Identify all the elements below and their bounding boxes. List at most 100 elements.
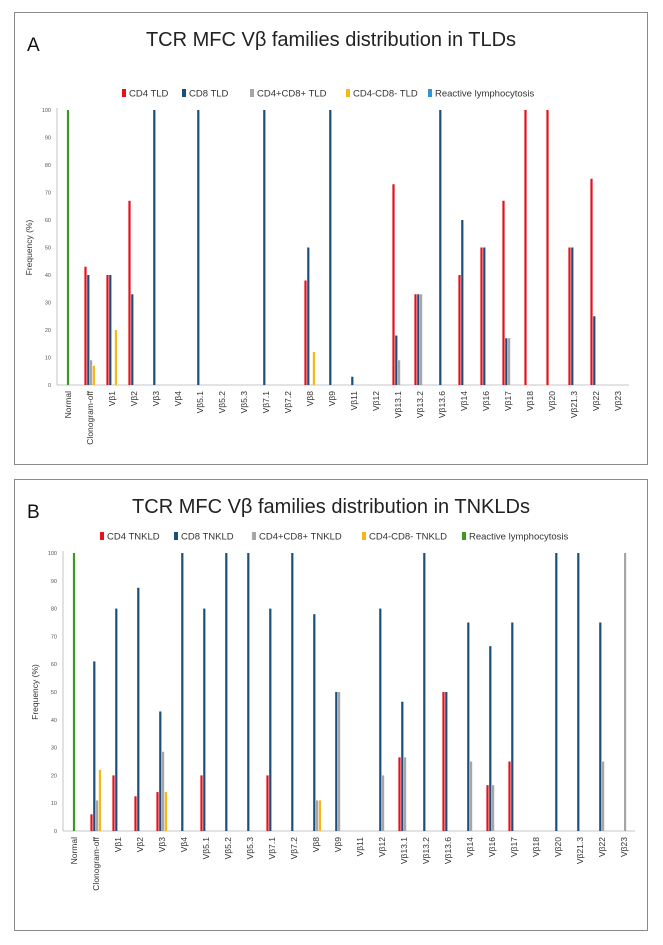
legend-label: CD8 TLD (189, 89, 229, 100)
x-tick-label: Vβ7.2 (283, 391, 293, 414)
legend-swatch (122, 89, 126, 97)
chart-tnkld: CD4 TNKLD CD8 TNKLD CD4+CD8+ TNKLD CD4-CD8-… (30, 532, 635, 891)
legend-swatch (182, 89, 186, 97)
legend-swatch (252, 532, 256, 540)
legend-label: Reactive lymphocytosis (435, 89, 535, 100)
x-tick-label: Vβ7.1 (261, 391, 271, 414)
bar (109, 275, 112, 385)
x-tick-label: Vβ18 (531, 837, 541, 857)
y-tick-label: 70 (45, 191, 51, 197)
legend-swatch (362, 532, 366, 540)
bar (483, 247, 486, 385)
bar (312, 352, 315, 385)
bar (395, 335, 398, 385)
x-tick-label: Vβ20 (553, 837, 563, 857)
bar (505, 338, 508, 385)
y-axis-label: Frequency (%) (30, 664, 40, 720)
y-tick-label: 10 (45, 356, 51, 362)
bar (546, 110, 549, 385)
x-tick-label: Vβ5.3 (239, 391, 249, 414)
y-tick-label: 90 (51, 579, 57, 585)
x-tick-label: Vβ3 (157, 837, 167, 853)
legend-swatch (462, 532, 466, 540)
bar (269, 608, 272, 831)
bar (313, 614, 316, 831)
bar (114, 330, 117, 385)
y-tick-label: 90 (45, 136, 51, 142)
bar (153, 110, 156, 385)
legend-label: CD4+CD8+ TNKLD (259, 532, 342, 543)
legend-label: Reactive lymphocytosis (469, 532, 569, 543)
bar (404, 757, 407, 831)
bar (467, 622, 470, 831)
bar (458, 275, 461, 385)
x-tick-label: Vβ13.1 (399, 837, 409, 864)
panel-a: A TCR MFC Vβ families distribution in TL… (14, 12, 648, 465)
bar (200, 775, 203, 831)
bar (93, 661, 96, 831)
panel-b: B TCR MFC Vβ families distribution in TN… (14, 479, 648, 931)
bar (263, 110, 266, 385)
y-tick-label: 80 (51, 607, 57, 613)
bar (486, 785, 489, 831)
x-tick-label: Vβ22 (597, 837, 607, 857)
bar (590, 178, 593, 385)
x-tick-label: Vβ14 (465, 837, 475, 857)
bar (291, 553, 294, 831)
bar (307, 247, 310, 385)
bar (445, 692, 448, 831)
bar (508, 761, 511, 831)
legend-label: CD8 TNKLD (181, 532, 234, 543)
x-tick-label: Vβ21.3 (575, 837, 585, 864)
bar (92, 365, 95, 385)
x-tick-label: Vβ5.2 (223, 837, 233, 860)
x-tick-label: Vβ16 (481, 391, 491, 411)
legend-swatch (174, 532, 178, 540)
x-tick-label: Vβ14 (459, 391, 469, 411)
bar (131, 294, 134, 385)
x-tick-label: Vβ12 (371, 391, 381, 411)
bar (181, 553, 184, 831)
bar (461, 220, 464, 385)
legend-label: CD4 TLD (129, 89, 169, 100)
y-tick-label: 40 (45, 273, 51, 279)
bar (414, 294, 417, 385)
x-tick-label: Vβ11 (349, 391, 359, 411)
x-tick-label: Vβ21.3 (569, 391, 579, 418)
x-tick-label: Vβ2 (129, 391, 139, 407)
legend-item: CD8 TNKLD (174, 532, 234, 543)
x-tick-label: Vβ9 (333, 837, 343, 853)
bar (417, 294, 420, 385)
x-tick-label: Vβ3 (151, 391, 161, 407)
x-tick-label: Clonogram-off (85, 390, 95, 444)
bar (115, 608, 118, 831)
chart-tld: CD4 TLD CD8 TLD CD4+CD8+ TLD CD4-CD8- TLD Re… (24, 89, 629, 445)
x-tick-label: Vβ7.2 (289, 837, 299, 860)
y-tick-label: 20 (51, 773, 57, 779)
bar (423, 553, 426, 831)
y-tick-label: 10 (51, 801, 57, 807)
bar (511, 622, 514, 831)
x-tick-label: Vβ20 (547, 391, 557, 411)
bar (225, 553, 228, 831)
legend-label: CD4-CD8- TLD (353, 89, 418, 100)
x-tick-label: Vβ23 (613, 391, 623, 411)
y-tick-label: 20 (45, 328, 51, 334)
bar (470, 761, 473, 831)
legend-label: CD4 TNKLD (107, 532, 160, 543)
legend-label: CD4-CD8- TNKLD (369, 532, 447, 543)
bar (593, 316, 596, 385)
x-tick-label: Vβ13.6 (443, 837, 453, 864)
bar (398, 757, 401, 831)
bar (66, 110, 70, 385)
bar (203, 608, 206, 831)
y-tick-label: 80 (45, 163, 51, 169)
x-tick-label: Vβ13.1 (393, 391, 403, 418)
legend-item: CD4-CD8- TNKLD (362, 532, 447, 543)
x-tick-label: Vβ4 (173, 391, 183, 407)
bar (624, 553, 627, 831)
x-tick-label: Vβ9 (327, 391, 337, 407)
bar (571, 247, 574, 385)
legend-swatch (250, 89, 254, 97)
x-tick-label: Normal (63, 391, 73, 419)
